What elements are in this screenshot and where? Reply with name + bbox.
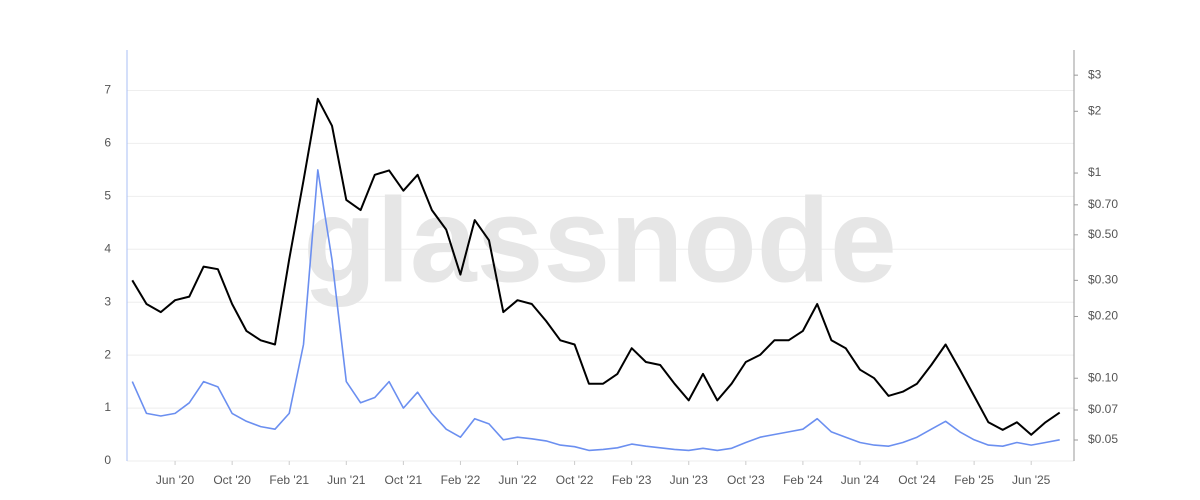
y-tick-label: 4 — [104, 241, 111, 255]
y2-tick-label: $0.20 — [1088, 309, 1118, 323]
x-tick-label: Jun '22 — [498, 473, 537, 487]
y-tick-label: 1 — [104, 400, 111, 414]
x-tick-label: Oct '21 — [385, 473, 423, 487]
y2-tick-label: $0.10 — [1088, 370, 1118, 384]
x-tick-label: Jun '25 — [1012, 473, 1051, 487]
x-tick-label: Feb '21 — [269, 473, 309, 487]
y-tick-label: 2 — [104, 347, 111, 361]
y2-tick-label: $0.07 — [1088, 402, 1118, 416]
y-tick-label: 5 — [104, 189, 111, 203]
y2-tick-label: $3 — [1088, 67, 1102, 81]
series-line — [131, 97, 1061, 436]
x-tick-label: Oct '22 — [556, 473, 594, 487]
x-tick-label: Feb '23 — [612, 473, 652, 487]
y-tick-label: 0 — [104, 453, 111, 467]
x-tick-label: Feb '22 — [441, 473, 481, 487]
x-tick-label: Feb '24 — [783, 473, 823, 487]
x-tick-label: Jun '24 — [841, 473, 880, 487]
y2-tick-label: $0.70 — [1088, 197, 1118, 211]
y2-tick-label: $0.30 — [1088, 273, 1118, 287]
series-line — [131, 169, 1060, 452]
x-tick-label: Jun '20 — [156, 473, 195, 487]
x-tick-label: Oct '24 — [898, 473, 936, 487]
x-tick-label: Jun '21 — [327, 473, 366, 487]
y2-tick-label: $0.05 — [1088, 432, 1118, 446]
y2-tick-label: $2 — [1088, 103, 1102, 117]
y-tick-label: 6 — [104, 136, 111, 150]
y2-tick-label: $1 — [1088, 165, 1102, 179]
x-tick-label: Oct '23 — [727, 473, 765, 487]
x-tick-label: Oct '20 — [213, 473, 251, 487]
y2-tick-label: $0.50 — [1088, 227, 1118, 241]
x-tick-label: Feb '25 — [954, 473, 994, 487]
y-tick-label: 7 — [104, 83, 111, 97]
x-tick-label: Jun '23 — [670, 473, 709, 487]
y-tick-label: 3 — [104, 294, 111, 308]
watermark: glassnode — [303, 174, 897, 308]
